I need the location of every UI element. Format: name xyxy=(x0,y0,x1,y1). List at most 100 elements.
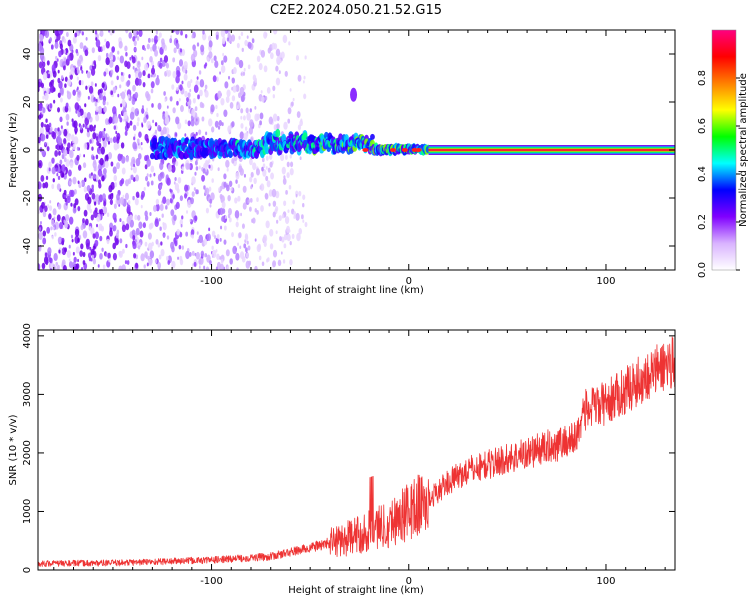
spectrogram-cell xyxy=(179,195,184,202)
spectrogram-cell xyxy=(217,125,221,130)
spectrogram-cell xyxy=(80,267,84,270)
spectrogram-cell xyxy=(85,85,88,90)
spectrogram-cell xyxy=(287,107,292,115)
spectrogram-cell xyxy=(276,123,280,130)
spectrogram-cell xyxy=(132,235,136,241)
spectrogram-cell xyxy=(223,173,227,180)
spectrogram-cell xyxy=(94,207,98,213)
spectrogram-cell xyxy=(220,195,225,204)
spectrogram-cell xyxy=(98,142,102,149)
spectrogram-cell xyxy=(270,52,274,60)
spectrogram-cell xyxy=(170,241,175,250)
spectrogram-cell xyxy=(211,249,217,259)
spectrogram-cell xyxy=(82,260,86,265)
spectrogram-cell xyxy=(173,214,177,221)
spectrogram-cell xyxy=(101,82,105,89)
spectrogram-cell xyxy=(155,77,160,86)
spectrogram-cell xyxy=(71,238,74,243)
spectrogram-band-cell xyxy=(275,128,281,138)
spectrogram-cell xyxy=(198,258,202,265)
spectrogram-cell xyxy=(93,60,96,66)
spectrogram-cell xyxy=(45,124,50,133)
spectrogram-cell xyxy=(263,241,267,248)
spectrogram-cell xyxy=(228,75,231,80)
spectrogram-cell xyxy=(219,237,222,242)
spectrogram-cell xyxy=(143,264,146,269)
spectrogram-cell xyxy=(172,70,177,79)
spectrogram-cell xyxy=(284,70,288,77)
spectrogram-cell xyxy=(82,251,86,258)
spectrogram-cell xyxy=(51,183,55,190)
spectrogram-cell xyxy=(249,158,253,166)
spectrogram-cell xyxy=(39,227,42,231)
spectrogram-cell xyxy=(191,191,195,198)
y-tick-label: 3000 xyxy=(22,382,33,407)
spectrogram-cell xyxy=(149,46,153,52)
spectrogram-cell xyxy=(138,30,143,37)
spectrogram-panel: -100 0 100 -40 -20 0 20 40 Height of straight … xyxy=(8,29,676,296)
spectrogram-cell xyxy=(198,129,202,135)
spectrogram-cell xyxy=(118,250,122,257)
spectrogram-cell xyxy=(74,228,80,237)
spectrogram-cell xyxy=(154,129,158,134)
spectrogram-cell xyxy=(65,201,68,206)
spectrogram-cell xyxy=(303,93,307,100)
spectrogram-cell xyxy=(225,96,230,103)
spectrogram-cell xyxy=(57,236,62,244)
spectrogram-cell xyxy=(46,60,50,66)
spectrogram-cell xyxy=(95,154,99,160)
spectrogram-cell xyxy=(240,95,245,103)
spectrogram-cell xyxy=(76,66,79,71)
spectrogram-cell xyxy=(119,84,122,89)
spectrogram-cell xyxy=(163,55,169,63)
spectrogram-cell xyxy=(221,215,225,222)
spectrogram-cell xyxy=(286,161,290,168)
spectrogram-cell xyxy=(167,260,171,265)
y-tick-label: 2000 xyxy=(22,440,33,465)
spectrogram-cell xyxy=(209,260,212,265)
spectrogram-cell xyxy=(248,260,252,266)
spectrogram-cell xyxy=(261,261,265,267)
spectrogram-cell xyxy=(269,161,273,168)
spectrogram-cell xyxy=(301,214,304,220)
spectrogram-cell xyxy=(70,202,73,207)
spectrogram-cell xyxy=(159,57,163,63)
colorbar-tick-label: 0.4 xyxy=(697,166,708,182)
spectrogram-cell xyxy=(38,245,42,252)
spectrogram-cell xyxy=(292,97,295,102)
spectrogram-cell xyxy=(299,119,303,127)
spectrogram-cell xyxy=(121,155,126,164)
spectrogram-cell xyxy=(296,111,301,119)
spectrogram-cell xyxy=(99,30,104,37)
spectrogram-cell xyxy=(284,216,290,224)
spectrogram-cell xyxy=(191,34,194,39)
spectrogram-cell xyxy=(216,253,220,260)
spectrogram-cell xyxy=(178,97,181,102)
spectrogram-cell xyxy=(258,255,262,261)
spectrogram-cell xyxy=(215,34,219,40)
spectrogram-cell xyxy=(172,194,175,199)
snr-y-label: SNR (10 * v/v) xyxy=(8,414,19,485)
spectrogram-cell xyxy=(237,183,241,189)
spectrogram-cell xyxy=(175,116,180,125)
spectrogram-cell xyxy=(200,44,205,53)
spectrogram-cell xyxy=(128,74,131,79)
spectrogram-cell xyxy=(224,215,227,219)
spectrogram-cell xyxy=(249,176,253,183)
spectrogram-cell xyxy=(86,112,91,120)
spectrogram-cell xyxy=(236,101,239,105)
spectrogram-cell xyxy=(69,161,74,169)
spectrogram-cell xyxy=(155,30,158,35)
spectrogram-cell xyxy=(63,148,68,157)
spectrogram-cell xyxy=(195,166,199,171)
spectrogram-cell xyxy=(57,69,60,74)
spectrogram-cell xyxy=(154,122,158,127)
spectrogram-cell xyxy=(218,119,223,127)
spectrogram-cell xyxy=(157,36,160,41)
spectrogram-cell xyxy=(156,74,159,79)
spectrogram-cell xyxy=(278,70,281,75)
spectrogram-cell xyxy=(41,149,46,157)
spectrogram-cell xyxy=(129,111,135,120)
spectrogram-cell xyxy=(265,166,268,170)
spectrogram-cell xyxy=(117,153,122,162)
